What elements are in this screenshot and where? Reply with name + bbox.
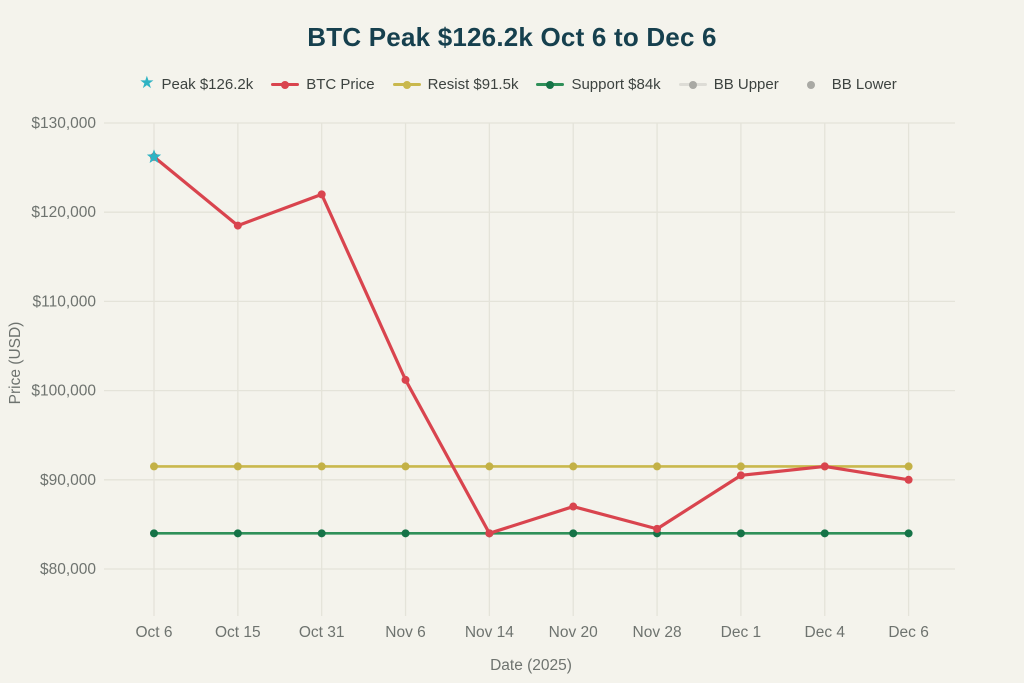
resist-91-5k-point: [569, 462, 578, 471]
resist-91-5k-series: [150, 462, 913, 471]
legend: ★ Peak $126.2k BTC Price Resist $91.5k Suppo…: [6, 72, 1024, 94]
peak-star-icon: [146, 149, 162, 163]
y-tick-label: $110,000: [33, 293, 97, 310]
legend-item-label: BB Lower: [831, 76, 897, 93]
support-84k-point: [904, 529, 913, 538]
btc-price-point: [569, 502, 578, 511]
chart-title: BTC Peak $126.2k Oct 6 to Dec 6: [307, 22, 717, 52]
legend-item-label: Peak $126.2k: [161, 76, 254, 93]
line-dot-marker-icon: [271, 79, 300, 91]
legend-item-label: BTC Price: [306, 76, 375, 93]
support-84k-series: [150, 529, 913, 538]
support-84k-point: [401, 529, 410, 538]
legend-item-support-84k[interactable]: Support $84k: [536, 76, 661, 93]
x-tick-label: Nov 14: [465, 624, 514, 641]
legend-item-resist-91-5k[interactable]: Resist $91.5k: [392, 76, 519, 93]
y-tick-label: $100,000: [31, 383, 96, 400]
resist-91-5k-point: [736, 462, 745, 471]
btc-price-point: [820, 462, 829, 471]
x-tick-label: Nov 28: [633, 624, 682, 641]
support-84k-point: [569, 529, 578, 538]
resist-91-5k-point: [401, 462, 410, 471]
resist-91-5k-point: [904, 462, 913, 471]
legend-item-label: Resist $91.5k: [427, 76, 519, 93]
support-84k-point: [233, 529, 242, 538]
legend-item-bb-upper[interactable]: BB Upper: [678, 76, 779, 93]
y-tick-label: $120,000: [31, 204, 96, 221]
x-tick-label: Dec 1: [721, 624, 762, 641]
line-dot-marker-icon: [536, 79, 565, 91]
btc-price-point: [485, 529, 494, 538]
x-tick-label: Oct 31: [299, 624, 345, 641]
btc-price-point: [904, 475, 913, 484]
support-84k-point: [736, 529, 745, 538]
y-tick-label: $90,000: [40, 472, 96, 489]
line-dot-marker-icon: [392, 79, 421, 91]
x-tick-label: Dec 6: [888, 624, 929, 641]
x-axis-title: Date (2025): [490, 657, 572, 674]
btc-price-line: [152, 155, 911, 535]
legend-item-btc-price[interactable]: BTC Price: [271, 76, 375, 93]
gridlines: $80,000 $90,000 $100,000 $110,000 $120,000 $1…: [31, 115, 955, 641]
y-tick-label: $130,000: [31, 115, 96, 132]
support-84k-point: [317, 529, 326, 538]
btc-price-point: [653, 524, 662, 533]
btc-price-point: [401, 375, 410, 384]
btc-price-point: [736, 471, 745, 480]
legend-item-peak-126-2k[interactable]: ★ Peak $126.2k: [139, 72, 254, 94]
y-tick-label: $80,000: [40, 561, 96, 578]
legend-item-label: BB Upper: [713, 76, 779, 93]
btc-price-point: [233, 221, 242, 230]
x-tick-label: Oct 6: [135, 624, 172, 641]
resist-91-5k-point: [150, 462, 158, 471]
x-tick-label: Dec 4: [805, 624, 846, 641]
x-tick-label: Oct 15: [215, 624, 261, 641]
support-84k-point: [150, 529, 158, 538]
resist-91-5k-point: [317, 462, 326, 471]
legend-item-label: Support $84k: [571, 76, 661, 93]
x-tick-label: Nov 20: [549, 624, 598, 641]
legend-item-bb-lower[interactable]: BB Lower: [797, 76, 897, 93]
x-tick-label: Nov 6: [385, 624, 426, 641]
resist-91-5k-point: [485, 462, 494, 471]
btc-price-point: [317, 190, 326, 199]
star-marker-icon: ★: [139, 72, 155, 92]
dot-marker-icon: [797, 79, 825, 91]
support-84k-point: [820, 529, 829, 538]
y-axis-title: Price (USD): [7, 321, 24, 405]
resist-91-5k-point: [653, 462, 662, 471]
btc-price-series: [150, 152, 913, 538]
resist-91-5k-point: [233, 462, 242, 471]
line-dot-marker-icon: [678, 79, 707, 91]
